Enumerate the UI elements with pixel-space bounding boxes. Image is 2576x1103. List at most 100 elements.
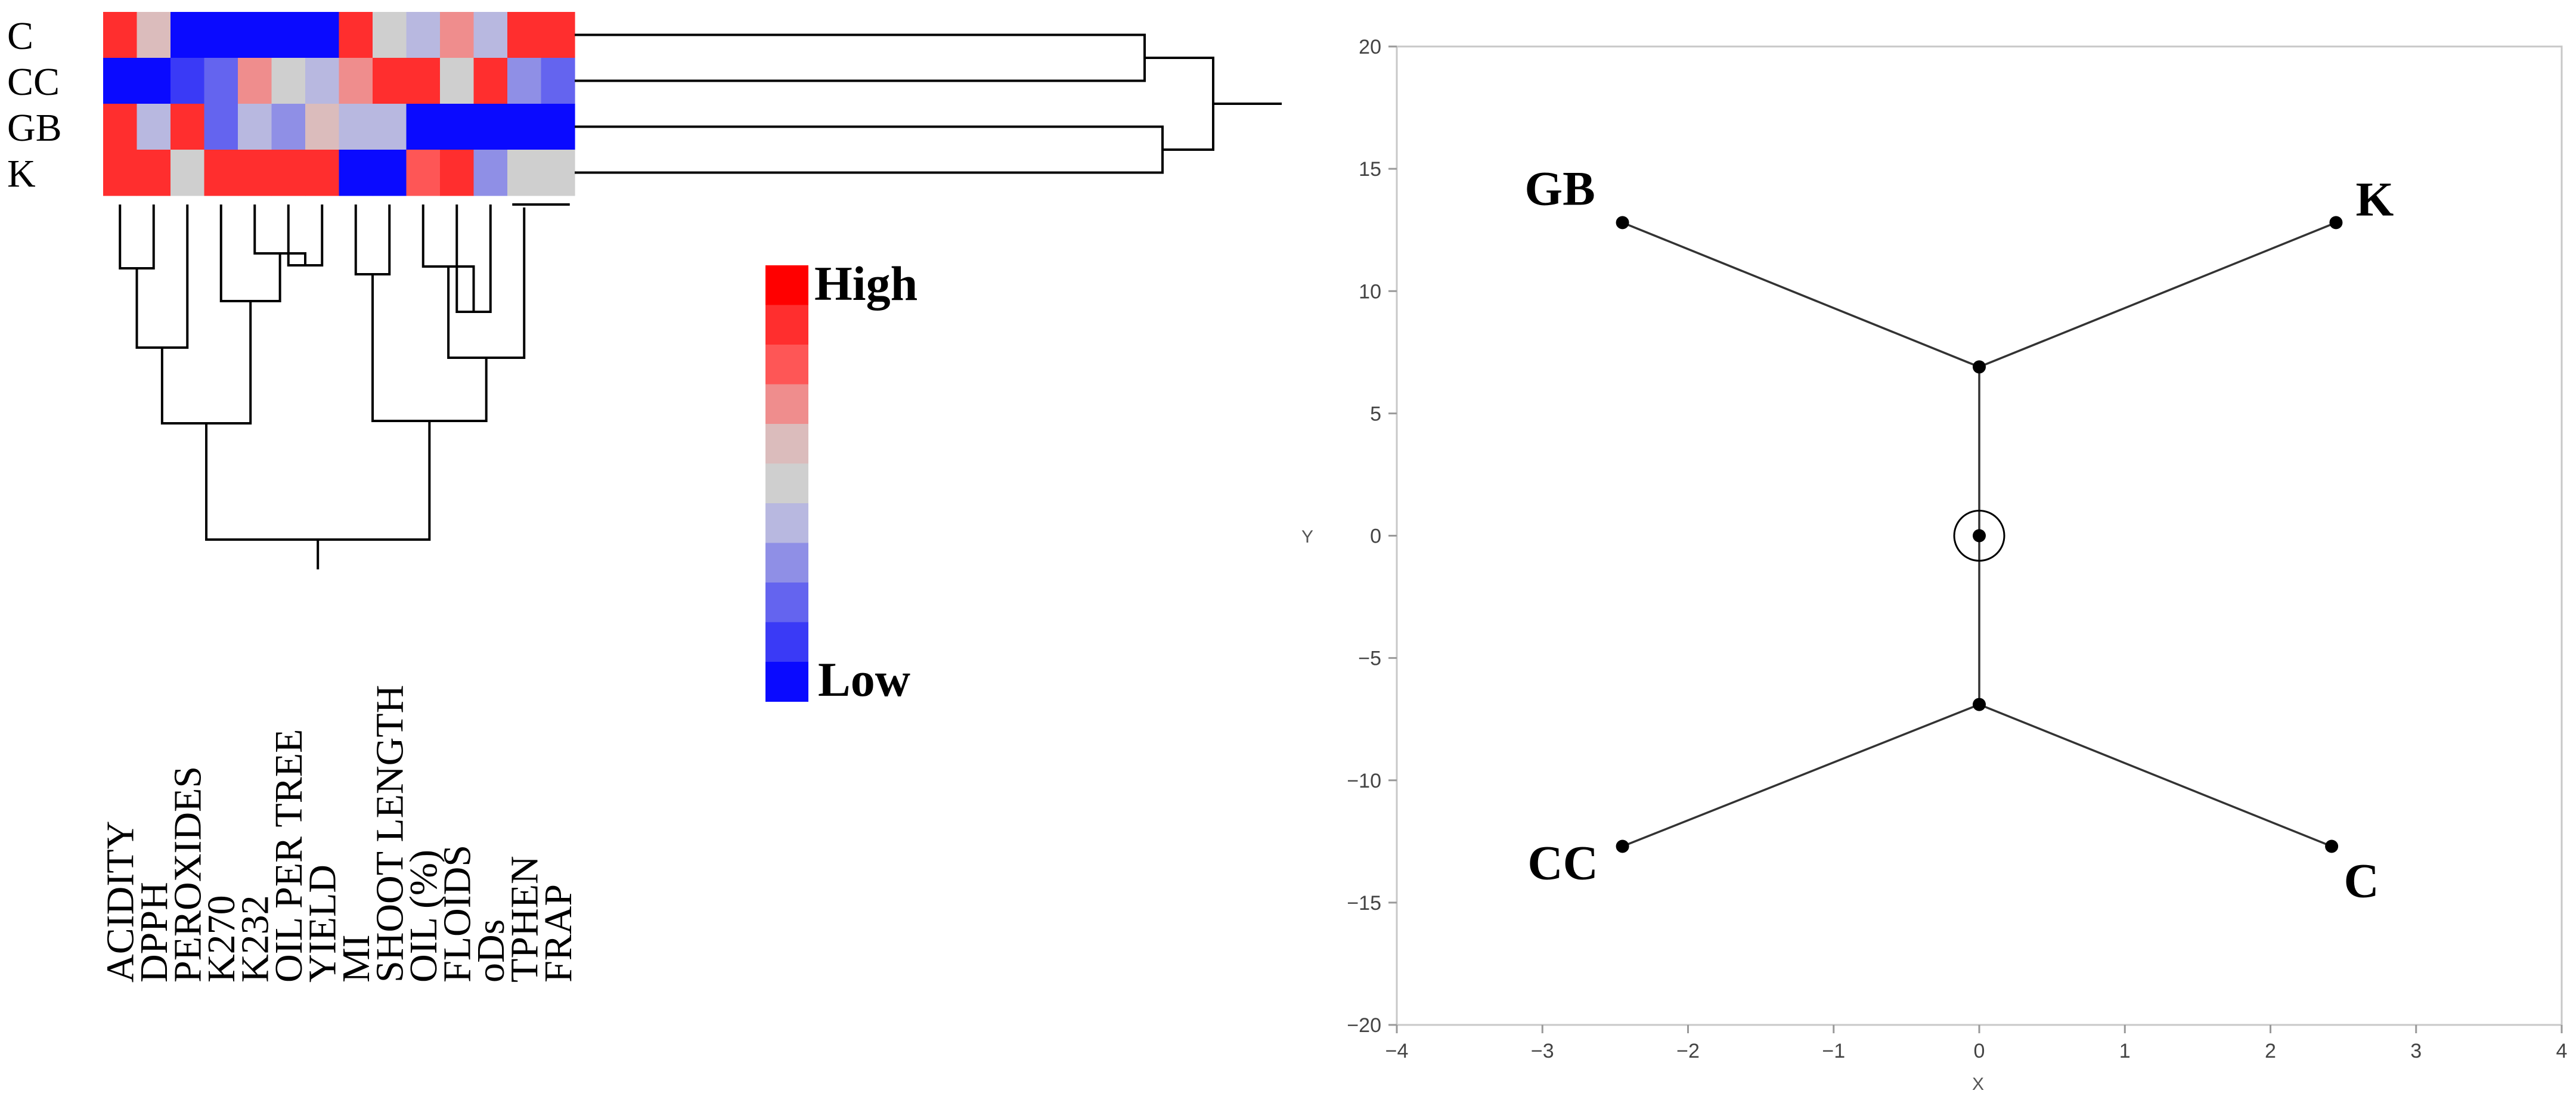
column-label-k232: K232 xyxy=(233,895,277,983)
x-tick-label: −3 xyxy=(1531,1040,1554,1062)
heatmap-cell-c-k270 xyxy=(204,12,238,58)
heatmap-cell-c-floids xyxy=(440,12,475,58)
legend-swatch-1 xyxy=(765,305,808,345)
heatmap-cell-cc-floids xyxy=(440,58,475,104)
row-label-c: C xyxy=(7,14,33,58)
heatmap-cell-c-yield xyxy=(305,12,340,58)
y-tick-label: 15 xyxy=(1359,158,1381,181)
heatmap-cell-cc-oil xyxy=(406,58,441,104)
column-label-k270: K270 xyxy=(200,895,243,983)
center-marker-dot xyxy=(1973,529,1986,543)
column-label-yield: YIELD xyxy=(300,865,344,983)
legend-swatch-8 xyxy=(765,583,808,623)
legend-swatches xyxy=(765,265,808,702)
heatmap-cell-gb-k270 xyxy=(204,104,238,150)
x-tick-label: −4 xyxy=(1385,1040,1409,1062)
heatmap-cell-cc-dpph xyxy=(137,58,171,104)
legend-swatch-6 xyxy=(765,503,808,544)
heatmap-cell-cc-tphen xyxy=(507,58,542,104)
heatmap-cell-gb-tphen xyxy=(507,104,542,150)
heatmap-cell-c-frap xyxy=(541,12,575,58)
heatmap-cell-cc-oil-per-tree xyxy=(271,58,306,104)
y-tick-label: 5 xyxy=(1370,402,1381,425)
heatmap-cell-cc-peroxides xyxy=(171,58,205,104)
column-dendrogram xyxy=(119,203,570,569)
heatmap-cell-k-ods xyxy=(473,150,508,196)
heatmap-cell-k-k232 xyxy=(238,150,272,196)
x-tick-label: 1 xyxy=(2119,1040,2131,1062)
col-branch-11 xyxy=(371,274,488,422)
heatmap-cell-gb-shoot-length xyxy=(373,104,407,150)
heatmap-cell-k-floids xyxy=(440,150,475,196)
heatmap-cell-k-tphen xyxy=(507,150,542,196)
heatmap-cell-gb-frap xyxy=(541,104,575,150)
heatmap-cell-gb-k232 xyxy=(238,104,272,150)
col-branch-1 xyxy=(119,205,155,269)
column-label-shoot-length: SHOOT LENGTH xyxy=(368,685,411,983)
heatmap-cell-c-acidity xyxy=(103,12,138,58)
point-label-c: C xyxy=(2343,854,2379,908)
col-branch-2 xyxy=(135,205,189,349)
point-gb xyxy=(1616,216,1629,230)
column-label-ods: oDs xyxy=(469,919,513,983)
heatmap-cell-k-frap xyxy=(541,150,575,196)
heatmap-cell-k-oil xyxy=(406,150,441,196)
heatmap-cell-cc-k270 xyxy=(204,58,238,104)
color-scale-legend: High Low xyxy=(765,256,917,707)
col-branch-7 xyxy=(354,205,391,275)
heatmap-cell-cc-frap xyxy=(541,58,575,104)
heatmap-cell-c-mi xyxy=(339,12,373,58)
heatmap-cell-k-peroxides xyxy=(171,150,205,196)
point-label-gb: GB xyxy=(1524,161,1595,215)
column-label-frap: FRAP xyxy=(537,884,580,983)
center-marker-ring xyxy=(1953,510,2005,562)
heatmap-cell-gb-dpph xyxy=(137,104,171,150)
heatmap-cell-gb-peroxides xyxy=(171,104,205,150)
heatmap-cell-gb-oil xyxy=(406,104,441,150)
legend-low-label: Low xyxy=(818,652,910,707)
legend-swatch-5 xyxy=(765,463,808,504)
legend-swatch-3 xyxy=(765,384,808,425)
x-axis-label: X xyxy=(1972,1074,1984,1094)
heatmap-cell-gb-ods xyxy=(473,104,508,150)
x-tick-label: 0 xyxy=(1974,1040,1985,1062)
col-branch-10 xyxy=(447,207,526,359)
column-label-dpph: DPPH xyxy=(132,882,176,983)
row-label-cc: CC xyxy=(7,60,60,104)
plot-points: GB KCC C xyxy=(1524,161,2394,907)
tree-edge xyxy=(1622,221,1980,368)
inner-node-1 xyxy=(1973,698,1986,711)
row-label-gb: GB xyxy=(7,106,62,150)
heatmap-cell-c-k232 xyxy=(238,12,272,58)
row-dendrogram-branch-c-cc xyxy=(575,33,1146,82)
y-tick-label: 20 xyxy=(1359,36,1381,58)
heatmap-cell-gb-oil-per-tree xyxy=(271,104,306,150)
heatmap-cell-k-dpph xyxy=(137,150,171,196)
heatmap-cell-cc-mi xyxy=(339,58,373,104)
y-axis-label: Y xyxy=(1301,527,1313,547)
heatmap-cell-gb-floids xyxy=(440,104,475,150)
heatmap-cell-k-oil-per-tree xyxy=(271,150,306,196)
y-tick-label: −10 xyxy=(1347,770,1381,792)
heatmap-cell-c-shoot-length xyxy=(373,12,407,58)
heatmap-cells xyxy=(103,12,575,196)
point-cc xyxy=(1616,839,1629,853)
legend-swatch-2 xyxy=(765,345,808,385)
tree-edge xyxy=(1979,221,2337,368)
heatmap-cell-cc-ods xyxy=(473,58,508,104)
heatmap-cell-gb-acidity xyxy=(103,104,138,150)
col-branch-6 xyxy=(160,301,252,425)
heatmap-cell-c-oil xyxy=(406,12,441,58)
heatmap-cell-c-oil-per-tree xyxy=(271,12,306,58)
heatmap-cell-k-mi xyxy=(339,150,373,196)
column-label-peroxides: PEROXIDES xyxy=(166,766,209,983)
legend-swatch-9 xyxy=(765,622,808,662)
x-tick-label: 3 xyxy=(2410,1040,2422,1062)
legend-high-label: High xyxy=(814,256,917,311)
x-tick-label: 4 xyxy=(2556,1040,2568,1062)
column-label-oil: OIL (%) xyxy=(402,850,445,983)
